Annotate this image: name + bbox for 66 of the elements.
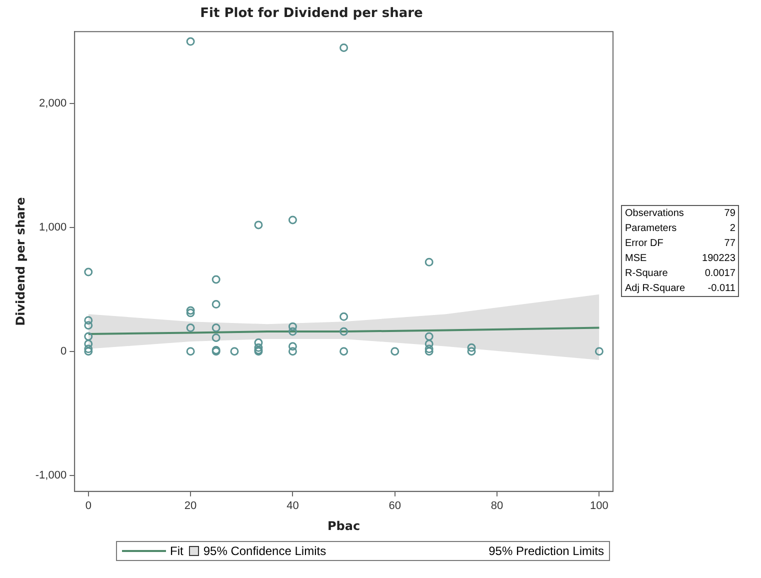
point [84, 332, 93, 341]
x-tick-label: 60 [388, 500, 402, 512]
text: 2 [728, 222, 736, 236]
point [186, 324, 195, 332]
point [288, 216, 297, 224]
point [467, 347, 476, 356]
x-axis-title: Pbac [327, 518, 360, 533]
point [84, 340, 93, 348]
y-tick-label: 1,000 [39, 221, 67, 234]
y-axis-title: Dividend per share [13, 197, 28, 326]
point [186, 306, 195, 315]
point [340, 43, 348, 52]
point [390, 347, 400, 356]
point [212, 324, 220, 332]
point [594, 347, 604, 356]
point [84, 321, 93, 330]
point [84, 268, 93, 276]
text: 79 [723, 207, 736, 221]
text: 77 [723, 237, 736, 251]
point [340, 347, 348, 356]
point [340, 327, 348, 336]
x-tick-label: 0 [85, 500, 92, 512]
point [212, 333, 220, 342]
x-tick-label: 40 [286, 500, 299, 512]
point [340, 312, 348, 321]
point [212, 275, 220, 284]
point [212, 300, 220, 309]
point [288, 342, 297, 351]
text: Adj R-Square [624, 282, 686, 296]
point [254, 338, 263, 347]
x-tick-label: 20 [184, 500, 197, 512]
point [186, 347, 195, 356]
point [288, 327, 297, 336]
y-tick-label: 0 [60, 345, 67, 358]
x-tick-label: 100 [590, 500, 608, 512]
point [230, 347, 239, 356]
text: 95% Confidence Limits [203, 544, 326, 558]
text: MSE [624, 252, 648, 266]
y-tick-label: -1,000 [35, 469, 67, 482]
point [467, 343, 476, 352]
point [424, 258, 434, 266]
point [254, 343, 263, 352]
text: -0.011 [706, 282, 736, 296]
chart-title: Fit Plot for Dividend per share [200, 6, 424, 22]
point [186, 37, 195, 46]
point [424, 347, 434, 356]
point [186, 308, 195, 318]
text: Observations [624, 207, 685, 221]
point [84, 347, 93, 356]
y-tick-label: 2,000 [39, 98, 67, 110]
x-tick-label: 80 [490, 500, 504, 512]
point [288, 347, 297, 356]
legend-label: Fit [170, 544, 184, 558]
text: R-Square [624, 267, 669, 281]
point [424, 332, 434, 341]
text: 0.0017 [704, 267, 736, 281]
point [254, 220, 263, 230]
point [424, 344, 434, 354]
point [84, 316, 93, 325]
text: Parameters [624, 222, 678, 236]
text: 190223 [701, 252, 736, 266]
point [424, 340, 434, 348]
point [288, 322, 297, 331]
text: Error DF [624, 237, 664, 251]
point [84, 344, 93, 354]
text: 95% Prediction Limits [488, 544, 604, 558]
